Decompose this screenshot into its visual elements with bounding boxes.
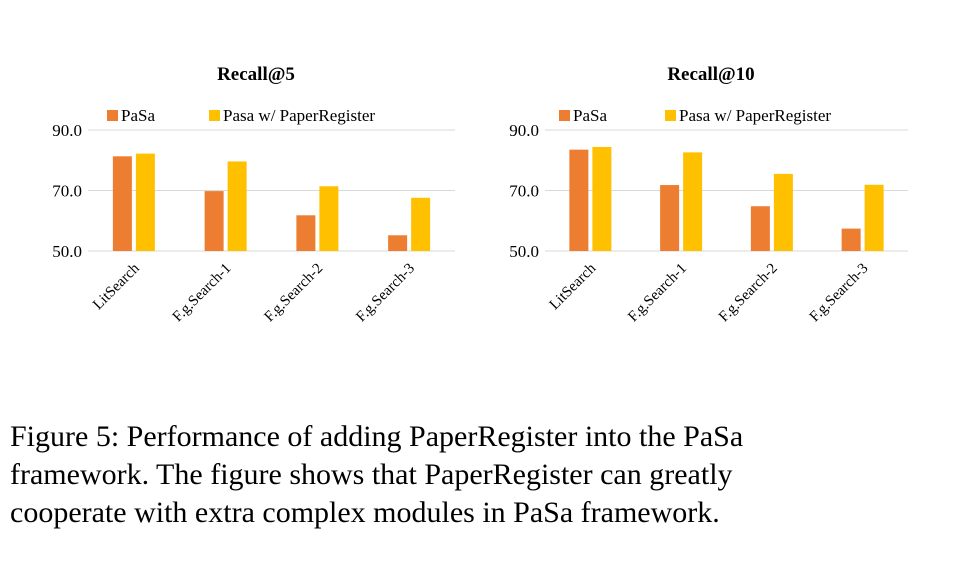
bar-pasa-2 xyxy=(660,185,680,251)
y-tick-label: 70.0 xyxy=(52,182,82,201)
category-label: F.g.Search-2 xyxy=(262,261,327,326)
y-tick-label: 90.0 xyxy=(509,121,539,140)
legend-label-2: Pasa w/ PaperRegister xyxy=(679,106,831,125)
bar-pasa-1 xyxy=(112,156,132,251)
category-label: LitSearch xyxy=(547,260,600,313)
bar-pasa-w-paperregister-3 xyxy=(319,186,339,251)
figure-caption: Figure 5: Performance of adding PaperReg… xyxy=(10,418,972,532)
chart-title: Recall@5 xyxy=(217,64,295,85)
y-tick-label: 90.0 xyxy=(52,121,82,140)
bar-pasa-4 xyxy=(841,228,861,251)
recall-at-10-chart: Recall@10 PaSa Pasa w/ PaperRegister 50.0 70… xyxy=(509,64,908,325)
y-tick-label: 50.0 xyxy=(52,242,82,261)
category-label: F.g.Search-1 xyxy=(625,261,690,326)
bar-pasa-2 xyxy=(204,191,224,251)
caption-line-1: Figure 5: Performance of adding PaperReg… xyxy=(10,420,744,453)
category-label: F.g.Search-3 xyxy=(353,261,418,326)
bar-pasa-w-paperregister-1 xyxy=(135,153,155,251)
legend-swatch-1 xyxy=(559,110,570,121)
caption-line-2: framework. The figure shows that PaperRe… xyxy=(10,458,733,491)
category-label: F.g.Search-1 xyxy=(170,261,235,326)
figure-svg: Recall@5 PaSa Pasa w/ PaperRegister 50.0 70.… xyxy=(52,64,908,325)
bar-pasa-w-paperregister-1 xyxy=(592,146,612,251)
recall-at-5-chart: Recall@5 PaSa Pasa w/ PaperRegister 50.0 70.… xyxy=(52,64,455,325)
y-tick-label: 70.0 xyxy=(509,182,539,201)
bar-pasa-3 xyxy=(296,215,316,251)
legend-label-1: PaSa xyxy=(573,106,607,125)
legend-swatch-1 xyxy=(107,110,118,121)
bar-pasa-w-paperregister-4 xyxy=(411,197,431,251)
y-tick-label: 50.0 xyxy=(509,242,539,261)
bar-pasa-3 xyxy=(750,206,770,251)
bar-pasa-4 xyxy=(388,235,408,251)
bar-pasa-w-paperregister-2 xyxy=(683,152,703,251)
bar-pasa-w-paperregister-2 xyxy=(227,161,247,251)
bar-pasa-w-paperregister-3 xyxy=(773,173,793,251)
legend-label-1: PaSa xyxy=(121,106,155,125)
category-label: LitSearch xyxy=(90,260,143,313)
chart-title: Recall@10 xyxy=(667,64,754,85)
caption-line-3: cooperate with extra complex modules in … xyxy=(10,496,720,529)
legend-label-2: Pasa w/ PaperRegister xyxy=(223,106,375,125)
category-label: F.g.Search-2 xyxy=(716,261,781,326)
legend-swatch-2 xyxy=(209,110,220,121)
category-label: F.g.Search-3 xyxy=(807,261,872,326)
bar-pasa-1 xyxy=(569,149,589,251)
bar-pasa-w-paperregister-4 xyxy=(864,184,884,251)
legend-swatch-2 xyxy=(665,110,676,121)
